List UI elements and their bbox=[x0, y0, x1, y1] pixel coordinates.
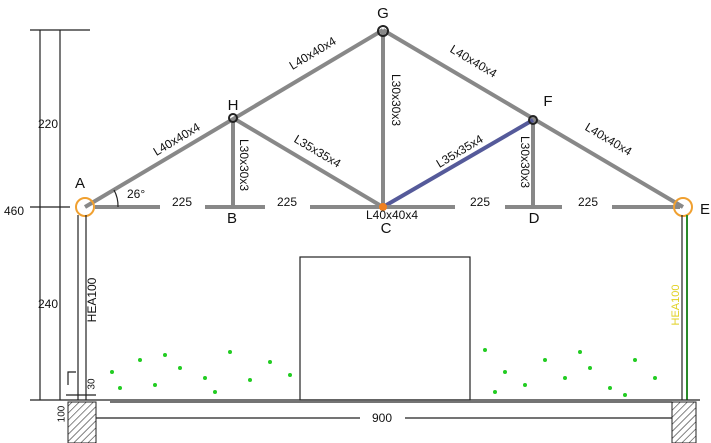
grass bbox=[110, 348, 657, 397]
truss bbox=[75, 25, 693, 217]
node-label: F bbox=[543, 93, 552, 110]
member-label: L35x35x4 bbox=[292, 132, 344, 171]
node-label: C bbox=[381, 220, 392, 237]
node-label: G bbox=[377, 5, 389, 22]
dimension-lines bbox=[30, 29, 672, 419]
column-label: HEA100 bbox=[670, 285, 682, 326]
node-label: A bbox=[75, 175, 85, 192]
node-label: D bbox=[529, 210, 540, 227]
angle-label: 26° bbox=[127, 187, 145, 201]
span-label: 225 bbox=[578, 195, 598, 209]
span-label: 225 bbox=[277, 195, 297, 209]
member-label: L30x30x3 bbox=[518, 136, 532, 188]
structure bbox=[60, 215, 700, 443]
member-label: L40x40x4 bbox=[287, 34, 339, 73]
node-label: H bbox=[228, 97, 239, 114]
dimension-label: 240 bbox=[38, 297, 58, 311]
dimension-label: 460 bbox=[4, 204, 24, 218]
dimension-label: 30 bbox=[87, 378, 98, 390]
member-label: L40x40x4 bbox=[366, 208, 418, 222]
dimension-label: 100 bbox=[57, 405, 68, 422]
dimension-label: 220 bbox=[38, 117, 58, 131]
span-label: 225 bbox=[172, 195, 192, 209]
member-label: L30x30x3 bbox=[237, 139, 251, 191]
span-label: 225 bbox=[470, 195, 490, 209]
node-label: B bbox=[227, 210, 237, 227]
member-label: L30x30x3 bbox=[389, 74, 403, 126]
node-label: E bbox=[700, 201, 710, 218]
dimension-label: 900 bbox=[372, 411, 392, 425]
member-label: L40x40x4 bbox=[448, 42, 500, 81]
column-label: HEA100 bbox=[85, 277, 99, 322]
